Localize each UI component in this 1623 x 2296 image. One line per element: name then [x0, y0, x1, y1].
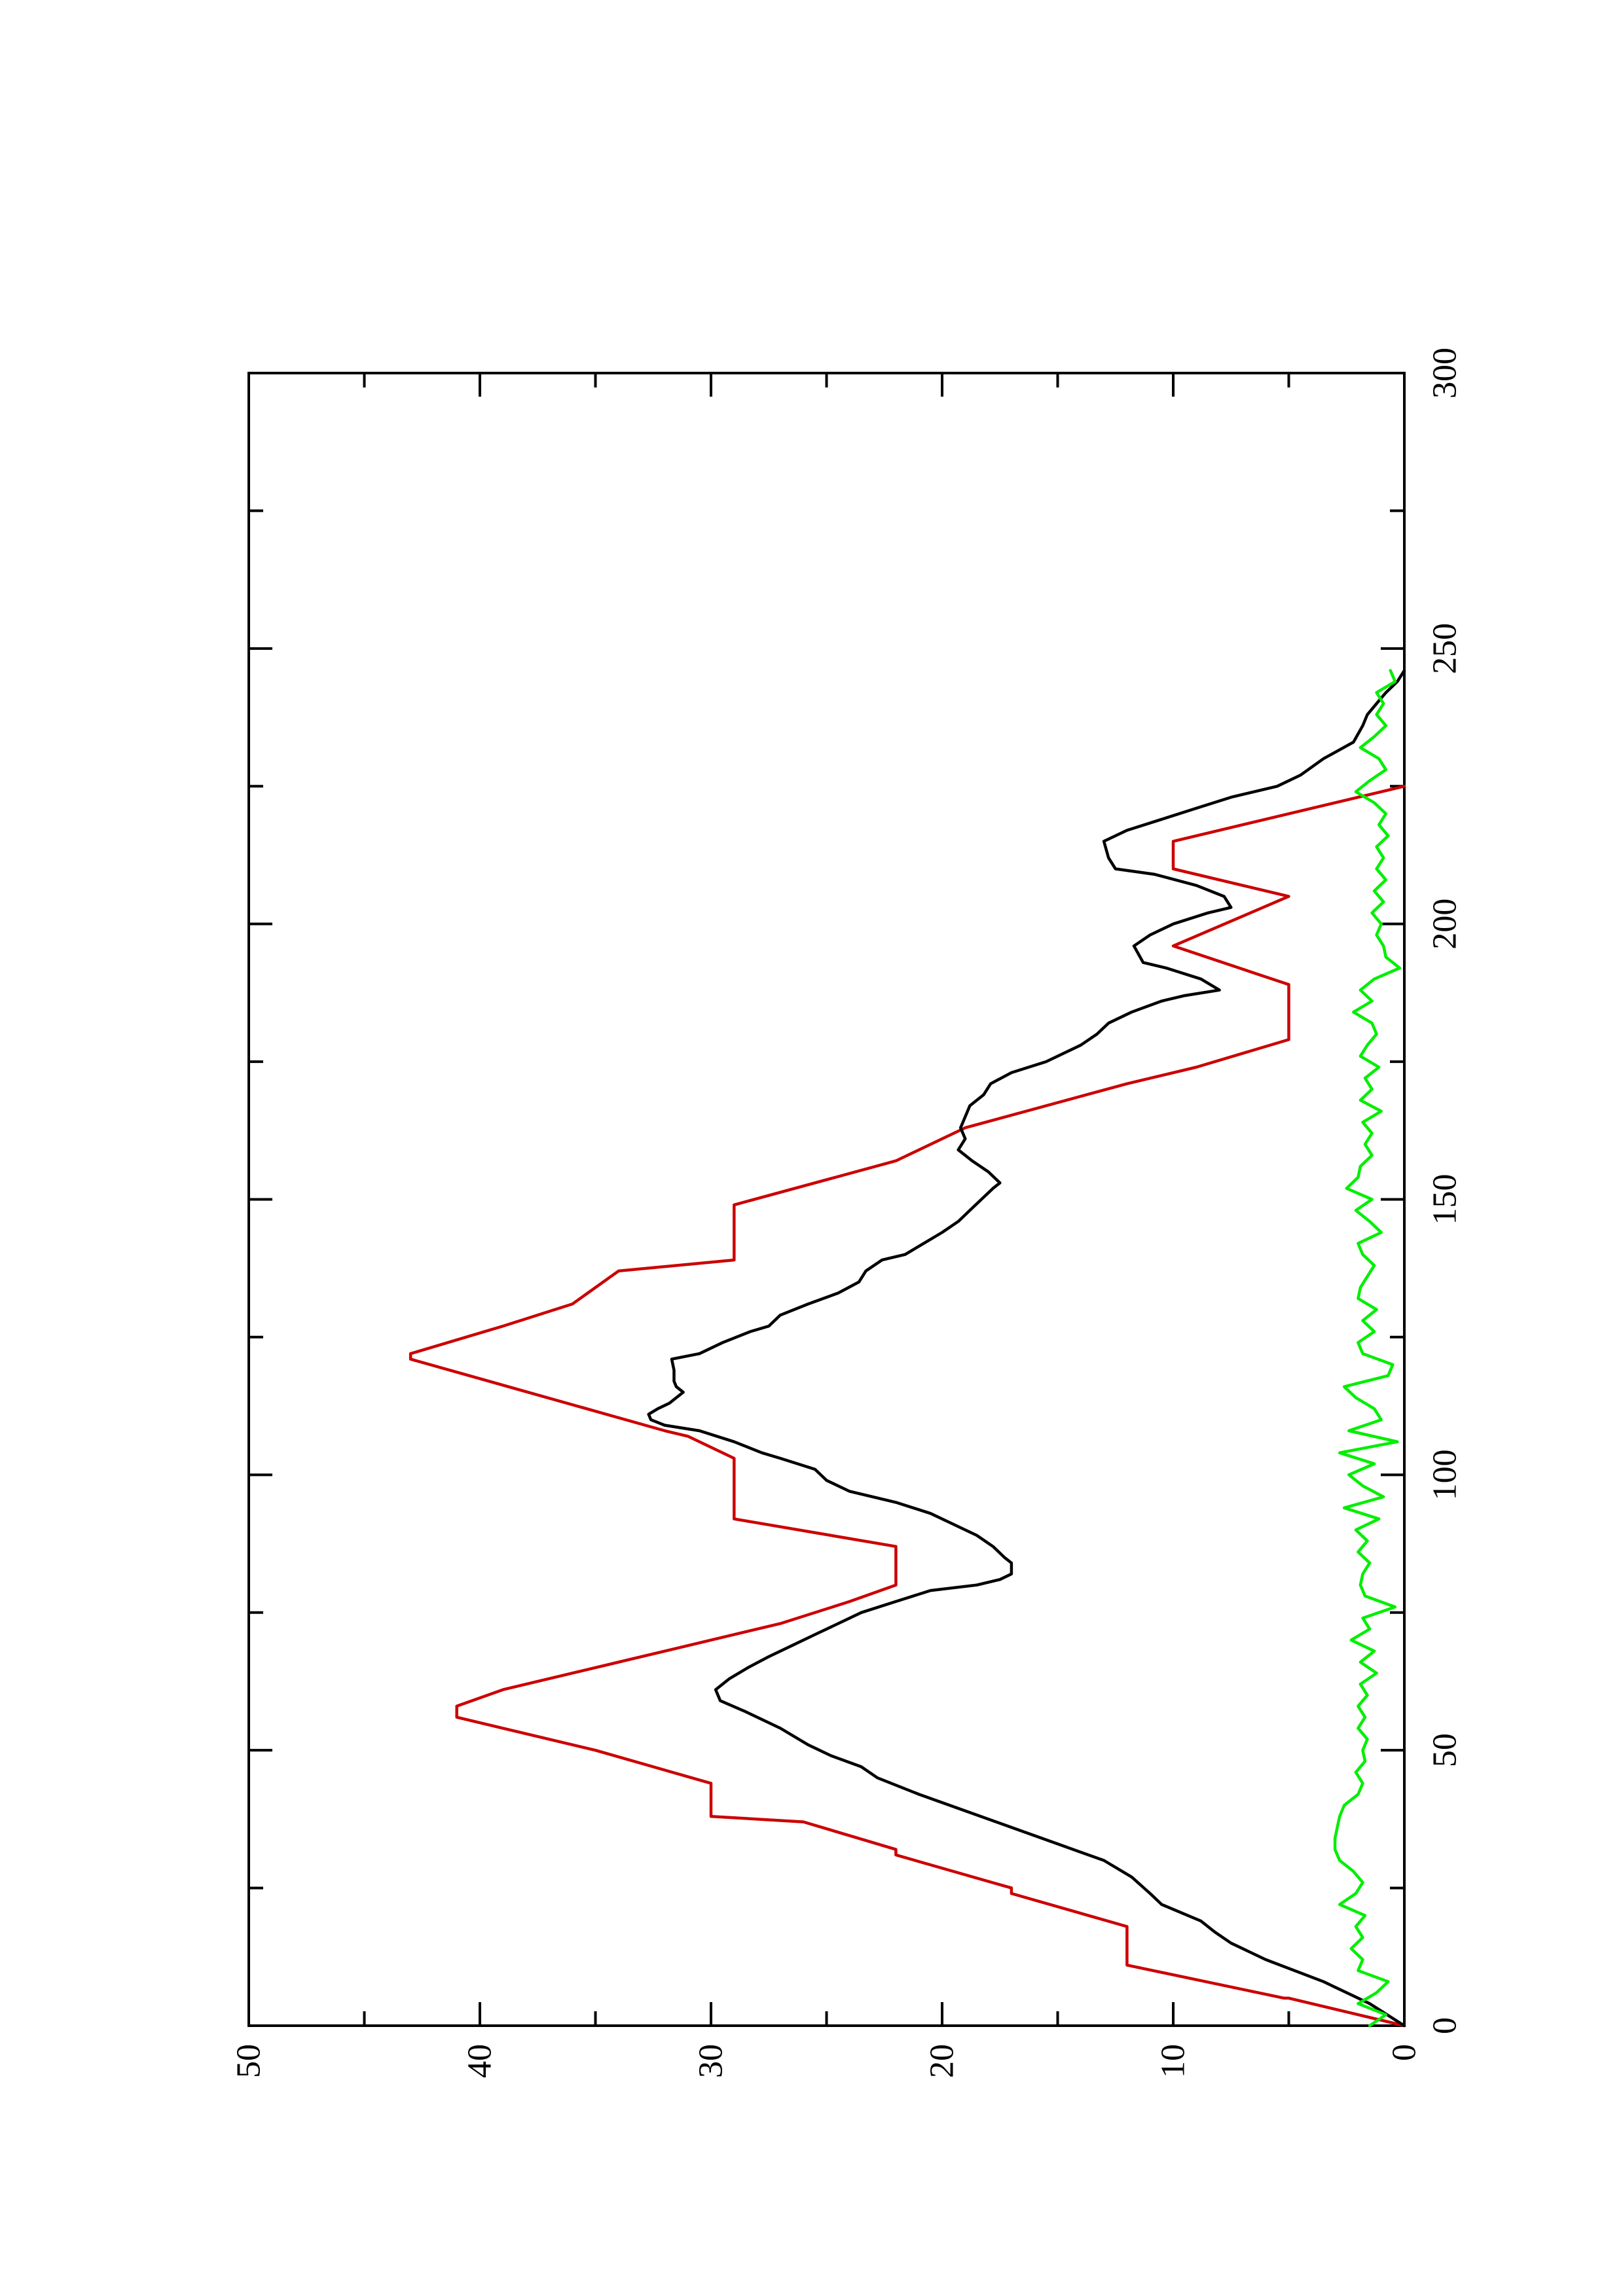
series-line-3 [1333, 669, 1402, 2028]
ticks [247, 372, 1406, 2027]
series-layer [409, 669, 1406, 2028]
tick-labels: 0 50 100 150 200 250 300 0 10 20 30 40 50 [230, 348, 1464, 2078]
y-tick-label: 20 [924, 2044, 961, 2078]
x-tick-label: 150 [1427, 1174, 1464, 1225]
y-tick-label: 10 [1155, 2044, 1192, 2078]
y-tick-label: 0 [1386, 2044, 1423, 2061]
x-tick-label: 100 [1427, 1449, 1464, 1500]
series-line-2 [647, 669, 1406, 2028]
x-tick-label: 250 [1427, 623, 1464, 674]
x-tick-label: 200 [1427, 899, 1464, 950]
series-line-1 [409, 785, 1406, 2028]
y-tick-label: 50 [230, 2044, 268, 2078]
x-tick-label: 50 [1427, 1733, 1464, 1767]
y-tick-label: 40 [462, 2044, 499, 2078]
plot-frame [247, 372, 1406, 2027]
x-tick-label: 300 [1427, 348, 1464, 399]
x-tick-label: 0 [1427, 2017, 1464, 2034]
y-tick-label: 30 [693, 2044, 730, 2078]
